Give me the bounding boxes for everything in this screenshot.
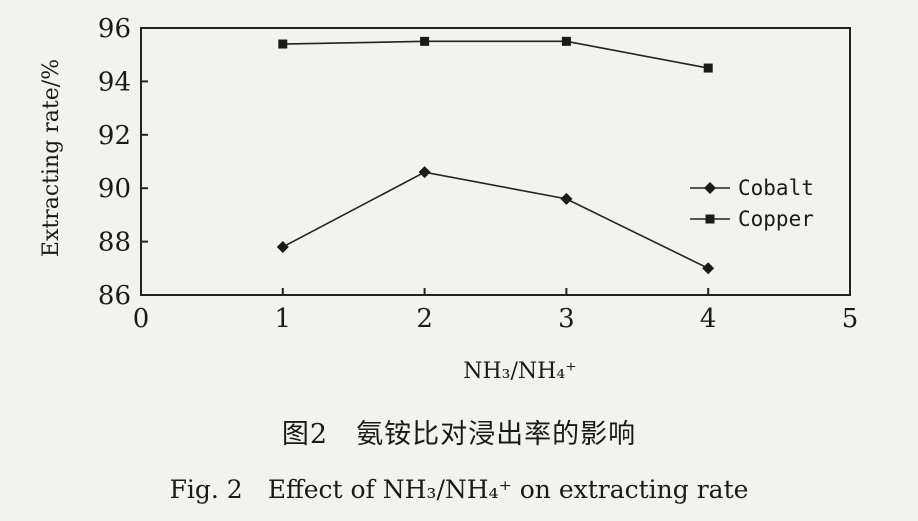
copper-point — [278, 39, 288, 49]
y-tick-label: 94 — [98, 67, 131, 97]
x-axis-title: NH₃/NH₄⁺ — [463, 359, 577, 384]
y-tick-label: 86 — [98, 281, 131, 311]
y-axis-ticks: 86 88 90 92 94 96 — [98, 14, 148, 311]
cobalt-point — [418, 166, 431, 179]
y-tick-label: 90 — [98, 174, 131, 204]
y-axis-title: Extracting rate/% — [39, 59, 64, 257]
copper-line — [282, 40, 709, 69]
x-tick-label: 3 — [558, 304, 575, 334]
y-tick-label: 92 — [98, 121, 131, 151]
legend-item-copper: Copper — [690, 207, 814, 231]
x-axis-ticks: 0 1 2 3 4 5 — [133, 288, 859, 334]
x-tick-label: 4 — [700, 304, 717, 334]
figure-caption-chinese: 图2 氨铵比对浸出率的影响 — [281, 419, 637, 450]
legend-item-cobalt: Cobalt — [690, 176, 814, 200]
series-layer — [276, 36, 715, 275]
figure-caption-english: Fig. 2 Effect of NH₃/NH₄⁺ on extracting … — [169, 475, 749, 504]
cobalt-point — [560, 192, 573, 205]
series-copper — [278, 36, 713, 73]
cobalt-line — [282, 171, 709, 270]
cobalt-point — [702, 262, 715, 275]
copper-point — [420, 36, 430, 46]
x-tick-label: 0 — [133, 304, 150, 334]
series-cobalt — [276, 166, 715, 275]
chart: 0 1 2 3 4 5 86 88 90 92 94 96 Cobalt Copper NH₃/NH₄… — [39, 14, 859, 384]
x-tick-label: 2 — [416, 304, 433, 334]
x-tick-label: 5 — [842, 304, 859, 334]
cobalt-point — [276, 240, 289, 253]
y-tick-label: 88 — [98, 228, 131, 258]
legend-marker — [704, 182, 716, 194]
y-tick-label: 96 — [98, 14, 131, 44]
copper-point — [703, 63, 713, 73]
copper-point — [561, 36, 571, 46]
legend-marker — [705, 214, 715, 224]
plot-frame — [140, 27, 851, 296]
legend-label: Cobalt — [738, 176, 814, 200]
legend-label: Copper — [738, 207, 814, 231]
x-tick-label: 1 — [275, 304, 292, 334]
legend: Cobalt Copper — [690, 176, 814, 231]
